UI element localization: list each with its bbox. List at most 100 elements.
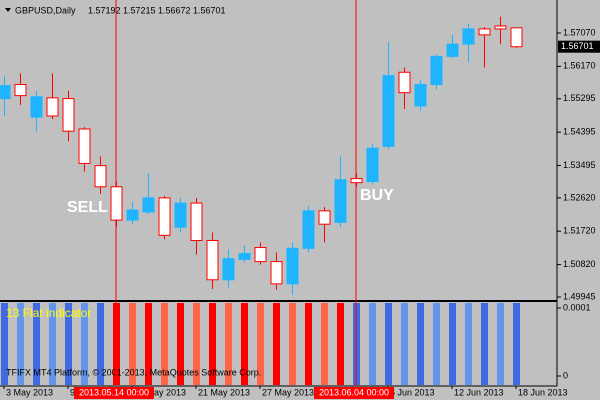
indicator-tick-label: 0 [563, 370, 568, 380]
indicator-bar [337, 303, 344, 385]
indicator-bar [161, 303, 168, 385]
indicator-bar [241, 303, 248, 385]
indicator-bar [97, 303, 104, 385]
indicator-bar [513, 303, 520, 385]
indicator-bar [177, 303, 184, 385]
candle-body [286, 247, 299, 285]
candle-body [62, 98, 75, 132]
indicator-bar [321, 303, 328, 385]
x-tick-label: 6 Jun 2013 [390, 387, 435, 397]
header-value: 1.57192 [88, 5, 121, 15]
indicator-bar [209, 303, 216, 385]
current-price-box [558, 40, 600, 53]
candle-body [46, 97, 59, 117]
candle-body [142, 197, 155, 213]
indicator-bar [289, 303, 296, 385]
candle-body [238, 252, 251, 260]
candle-body [510, 27, 523, 48]
candle-body [446, 43, 459, 57]
indicator-bar [129, 303, 136, 385]
chart-title: GBPUSD,Daily [15, 5, 76, 15]
indicator-bar [305, 303, 312, 385]
indicator-bar [449, 303, 456, 385]
x-tick-label: 15 May 2013 [134, 387, 186, 397]
y-tick-label: 1.53495 [563, 160, 596, 170]
header-value: 1.57215 [123, 5, 156, 15]
annotation: BUY [360, 187, 394, 204]
indicator-bar [481, 303, 488, 385]
vline-label-box [314, 387, 394, 399]
candle-body [94, 165, 107, 188]
candle-body [366, 147, 379, 183]
indicator-bar [433, 303, 440, 385]
indicator-name: 13 Flat indicator [6, 306, 91, 320]
y-tick-label: 1.50820 [563, 259, 596, 269]
indicator-bar [257, 303, 264, 385]
candle-body [462, 28, 475, 45]
indicator-bar [81, 303, 88, 385]
candle-body [318, 210, 331, 225]
indicator-bar [273, 303, 280, 385]
candle-body [398, 71, 411, 94]
x-tick-label: 12 Jun 2013 [454, 387, 504, 397]
indicator-bar [65, 303, 72, 385]
indicator-bar [193, 303, 200, 385]
y-tick-label: 1.52620 [563, 192, 596, 202]
footer: TFIFX MT4 Platform, © 2001-2013, MetaQuo… [6, 367, 261, 377]
candle-body [302, 210, 315, 249]
candle-body [30, 96, 43, 118]
annotation: SELL [67, 199, 108, 216]
indicator-bar [369, 303, 376, 385]
y-tick-label: 1.57070 [563, 27, 596, 37]
candle-body [206, 239, 219, 281]
candle-body [14, 84, 27, 97]
indicator-bar [465, 303, 472, 385]
candle-body [350, 178, 363, 184]
indicator-bar [49, 303, 56, 385]
vline-label: 2013.05.14 00:00 [79, 387, 149, 397]
candle-body [222, 258, 235, 281]
indicator-bar [385, 303, 392, 385]
candle-body [78, 128, 91, 164]
vline-label-box [74, 387, 154, 399]
indicator-bar [401, 303, 408, 385]
x-tick-label: 18 Jun 2013 [518, 387, 568, 397]
candle-body [174, 202, 187, 228]
indicator-bar [17, 303, 24, 385]
header-value: 1.56672 [158, 5, 191, 15]
x-tick-label: 27 May 2013 [262, 387, 314, 397]
collapse-icon [5, 8, 11, 12]
candle-body [334, 179, 347, 223]
candle-body [190, 202, 203, 241]
candle-body [382, 75, 395, 147]
indicator-bar [145, 303, 152, 385]
candle-body [494, 25, 507, 30]
header-value: 1.56701 [193, 5, 226, 15]
candle-body [0, 85, 11, 100]
indicator-bar [417, 303, 424, 385]
x-tick-label: 21 May 2013 [198, 387, 250, 397]
candle-body [158, 197, 171, 236]
candle-body [430, 55, 443, 86]
indicator-bar [33, 303, 40, 385]
candle-body [478, 28, 491, 36]
indicator-bar [225, 303, 232, 385]
y-tick-label: 1.55295 [563, 93, 596, 103]
indicator-bar [497, 303, 504, 385]
vline-label: 2013.06.04 00:00 [319, 387, 389, 397]
candle-body [110, 186, 123, 221]
y-tick-label: 1.54395 [563, 126, 596, 136]
y-tick-label: 1.49945 [563, 291, 596, 301]
y-tick-label: 1.51720 [563, 226, 596, 236]
candle-body [270, 261, 283, 285]
indicator-bar [1, 303, 8, 385]
current-price-label: 1.56701 [561, 41, 594, 51]
candle-body [414, 84, 427, 107]
y-tick-label: 1.56170 [563, 61, 596, 71]
indicator-tick-label: 0.0001 [563, 302, 591, 312]
candle-body [126, 209, 139, 221]
candle-body [254, 247, 267, 263]
x-tick-label: 3 May 2013 [6, 387, 53, 397]
